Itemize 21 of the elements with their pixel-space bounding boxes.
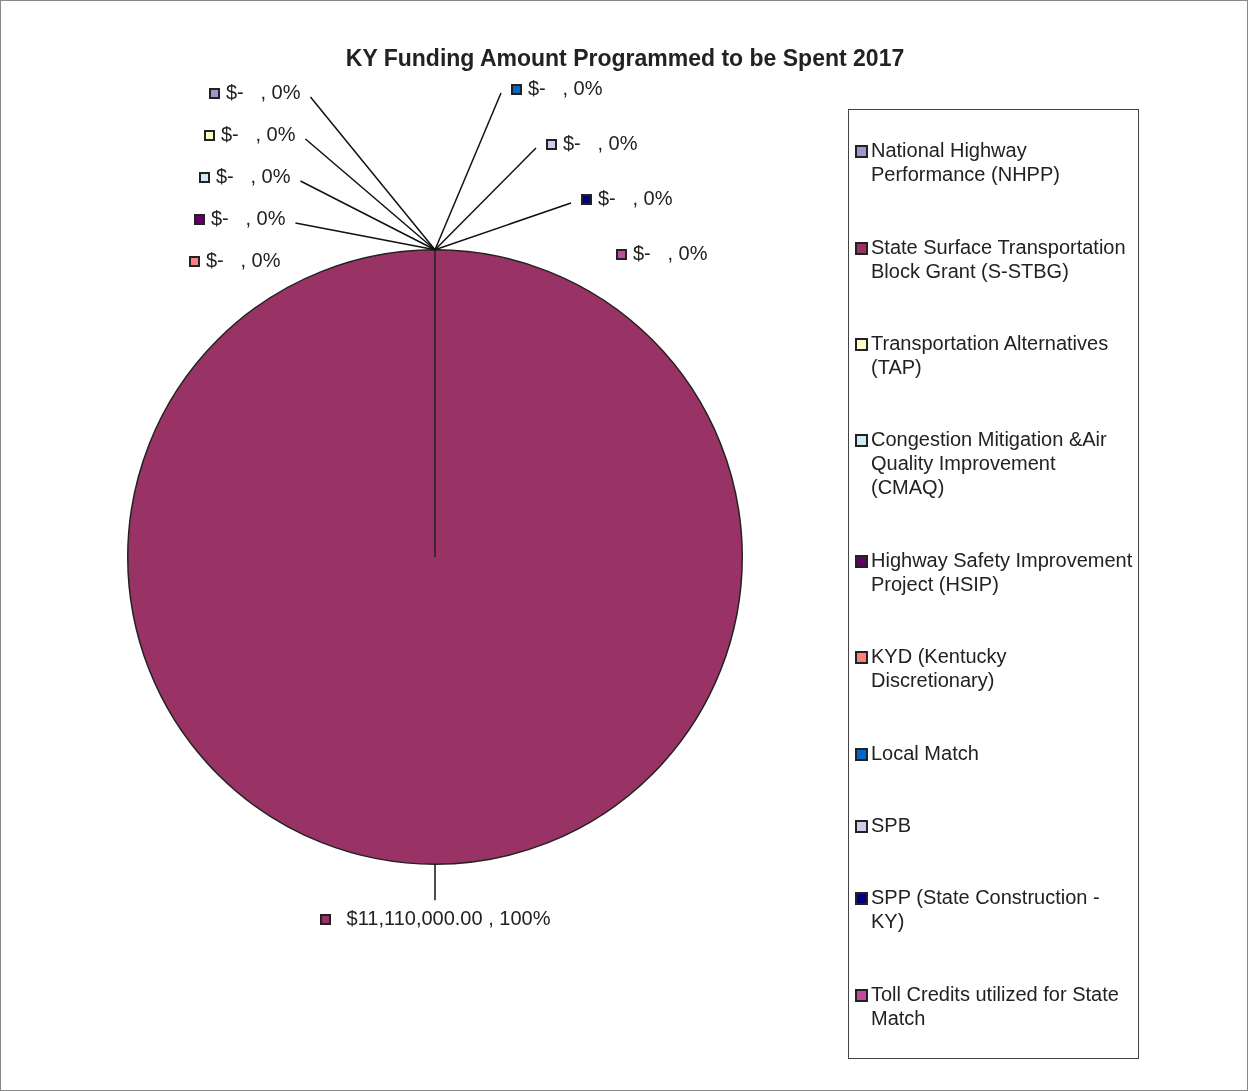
- legend-label: SPB: [871, 812, 912, 837]
- legend-label: SPP (State Construction - KY): [871, 885, 1101, 934]
- text: $- , 0%: [563, 131, 638, 154]
- legend-label: State Surface Transportation Block Grant (S-STBG): [871, 234, 1127, 283]
- text: $- , 0%: [226, 80, 301, 103]
- chart-title: KY Funding Amount Programmed to be Spent 2017: [344, 45, 906, 72]
- text: $- , 0%: [528, 76, 603, 99]
- data-label: $11,110,000.00 , 100%: [346, 906, 551, 929]
- legend-label: Congestion Mitigation &Air Quality Improvement (CMAQ): [871, 427, 1108, 500]
- text: $- , 0%: [598, 186, 673, 209]
- legend-label: Transportation Alternatives (TAP): [871, 330, 1110, 379]
- legend-label: KYD (Kentucky Discretionary): [871, 644, 1008, 693]
- legend-label: National Highway Performance (NHPP): [871, 138, 1061, 187]
- text: $- , 0%: [216, 164, 291, 187]
- text: $- , 0%: [206, 248, 281, 271]
- text: $- , 0%: [633, 241, 708, 264]
- text: $- , 0%: [211, 206, 286, 229]
- text: $- , 0%: [221, 122, 296, 145]
- legend-label: Toll Credits utilized for State Match: [871, 981, 1120, 1030]
- legend-label: Highway Safety Improvement Project (HSIP): [871, 547, 1133, 596]
- legend-label: Local Match: [871, 740, 979, 765]
